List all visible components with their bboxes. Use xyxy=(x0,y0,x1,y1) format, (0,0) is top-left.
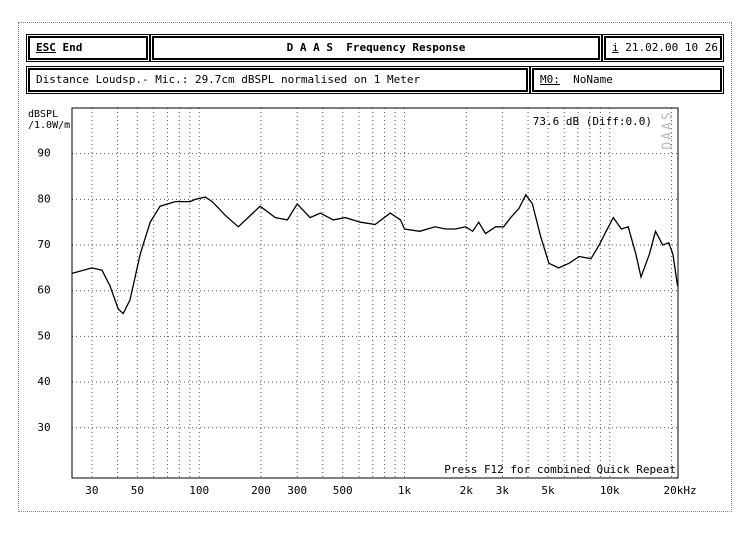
esc-button[interactable]: ESC End xyxy=(28,36,148,60)
distance-text: Distance Loudsp.- Mic.: 29.7cm dBSPL nor… xyxy=(36,73,421,86)
datetime: 21.02.00 10 26 xyxy=(625,41,718,54)
memory-slot: M0: xyxy=(540,73,560,86)
x-tick-label: 50 xyxy=(131,484,144,497)
x-tick-label: 5k xyxy=(541,484,555,497)
memory-name: NoName xyxy=(573,73,613,86)
watermark: DAAS xyxy=(661,110,676,149)
x-tick-label: 500 xyxy=(333,484,353,497)
y-tick-label: 80 xyxy=(37,192,50,205)
x-tick-label: 3k xyxy=(496,484,510,497)
x-tick-label: 30 xyxy=(85,484,98,497)
reading: 73.6 dB (Diff:0.0) xyxy=(533,115,652,128)
y-tick-label: 50 xyxy=(37,329,50,342)
x-tick-label: 200 xyxy=(251,484,271,497)
distance-box: Distance Loudsp.- Mic.: 29.7cm dBSPL nor… xyxy=(28,68,528,92)
esc-key: ESC xyxy=(36,41,56,54)
y-tick-label: 40 xyxy=(37,375,50,388)
y-tick-label: 90 xyxy=(37,147,50,160)
response-curve xyxy=(71,193,679,315)
hint: Press F12 for combined Quick Repeat xyxy=(444,463,676,476)
x-tick-label: 300 xyxy=(287,484,307,497)
info-box[interactable]: i 21.02.00 10 26 xyxy=(604,36,722,60)
y-axis-label: dBSPL xyxy=(28,109,58,120)
y-tick-label: 30 xyxy=(37,421,50,434)
memory-box[interactable]: M0: NoName xyxy=(532,68,722,92)
x-tick-label: 2k xyxy=(460,484,474,497)
y-axis-label: /1.0W/m xyxy=(28,120,70,131)
app-title: D A A S Frequency Response xyxy=(286,41,466,54)
y-tick-label: 60 xyxy=(37,284,50,297)
esc-label: End xyxy=(62,41,83,54)
info-key: i xyxy=(612,41,619,54)
title-box: D A A S Frequency Response xyxy=(152,36,600,60)
x-tick-label: 10k xyxy=(600,484,620,497)
x-tick-label: 20kHz xyxy=(664,484,697,497)
window-frame xyxy=(18,22,732,512)
x-tick-label: 1k xyxy=(398,484,412,497)
x-tick-label: 100 xyxy=(189,484,209,497)
plot-frame xyxy=(71,107,679,479)
y-tick-label: 70 xyxy=(37,238,50,251)
